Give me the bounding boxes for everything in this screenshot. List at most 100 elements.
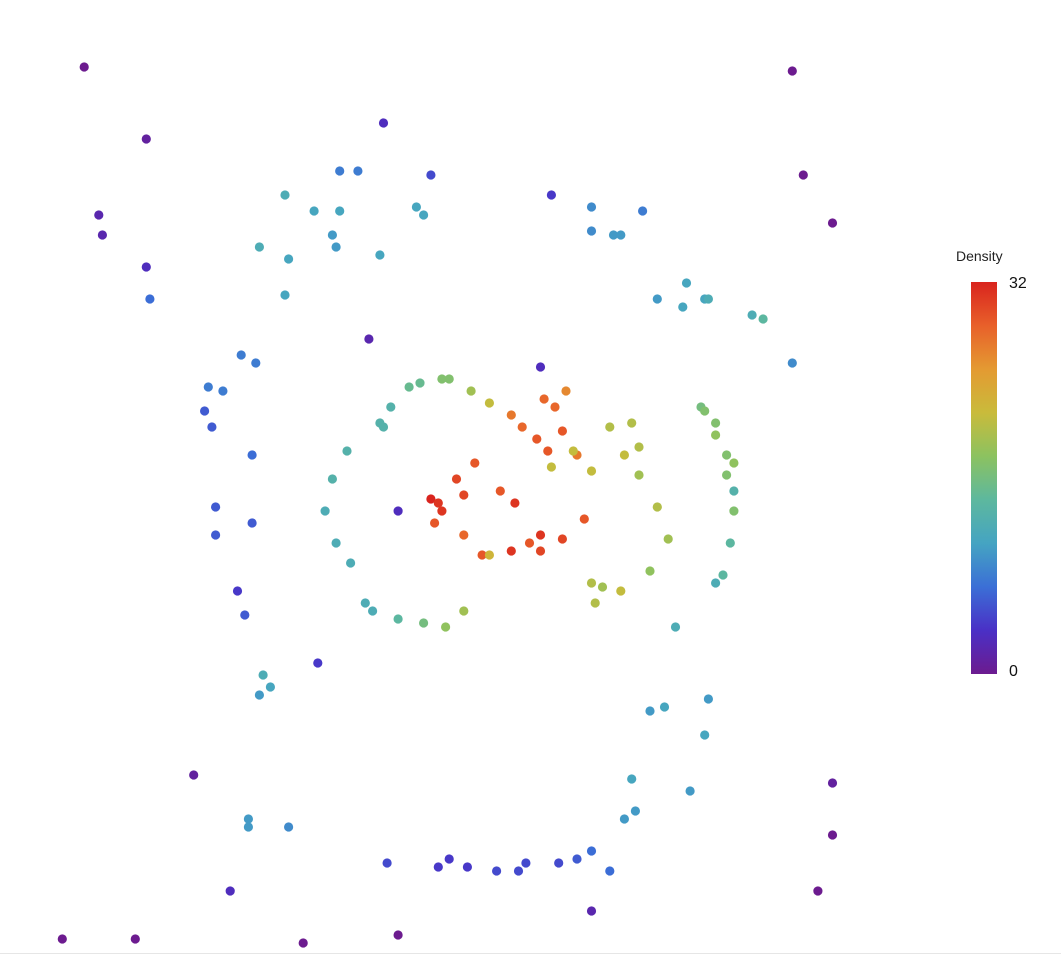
- scatter-point: [524, 538, 535, 548]
- scatter-point: [492, 866, 502, 876]
- scatter-point: [459, 490, 469, 500]
- scatter-point: [663, 534, 673, 544]
- scatter-point: [703, 294, 714, 304]
- scatter-point: [211, 530, 221, 540]
- scatter-point: [729, 506, 739, 516]
- scatter-point: [327, 230, 337, 240]
- scatter-point: [382, 858, 392, 868]
- scatter-point: [368, 606, 378, 616]
- scatter-point: [627, 418, 637, 428]
- scatter-point: [444, 374, 454, 384]
- scatter-point: [378, 422, 389, 432]
- colorbar-max-label: 32: [1009, 275, 1027, 292]
- scatter-point: [265, 682, 275, 692]
- colorbar-gradient: [971, 282, 997, 674]
- scatter-point: [535, 530, 546, 540]
- scatter-point: [320, 506, 330, 516]
- scatter-point: [335, 206, 345, 216]
- scatter-point: [313, 658, 323, 668]
- scatter-point: [729, 486, 739, 496]
- scatter-point: [619, 814, 630, 824]
- scatter-point: [510, 498, 520, 508]
- scatter-point: [335, 166, 345, 176]
- scatter-point: [711, 430, 721, 440]
- scatter-point: [798, 170, 808, 180]
- scatter-point: [532, 434, 542, 444]
- scatter-point: [243, 822, 253, 832]
- scatter-point: [616, 586, 626, 596]
- scatter-point: [130, 934, 140, 944]
- scatter-point: [251, 358, 261, 368]
- scatter-point: [652, 294, 662, 304]
- colorbar-min-label: 0: [1009, 663, 1018, 680]
- scatter-point: [240, 610, 250, 620]
- scatter-point: [207, 422, 217, 432]
- scatter-point: [700, 406, 710, 416]
- scatter-point: [670, 622, 681, 632]
- scatter-point: [586, 466, 597, 476]
- scatter-point: [506, 410, 516, 420]
- scatter-point: [590, 598, 600, 608]
- scatter-point: [466, 386, 476, 396]
- scatter-point: [433, 862, 443, 872]
- scatter-point: [681, 278, 692, 288]
- bottom-divider: [0, 953, 1061, 954]
- scatter-point: [678, 302, 688, 312]
- scatter-point: [247, 450, 257, 460]
- scatter-point: [517, 422, 527, 432]
- scatter-point: [568, 446, 578, 456]
- scatter-point: [430, 518, 440, 528]
- scatter-point: [579, 514, 589, 524]
- scatter-point: [557, 534, 568, 544]
- scatter-point: [630, 806, 641, 816]
- scatter-point: [393, 614, 403, 624]
- scatter-point: [415, 378, 425, 388]
- scatter-point: [484, 550, 494, 560]
- scatter-point: [141, 262, 151, 272]
- scatter-point: [254, 690, 264, 700]
- scatter-point: [433, 498, 443, 508]
- scatter-point: [619, 450, 630, 460]
- scatter-point: [652, 502, 662, 512]
- scatter-point: [557, 426, 568, 436]
- scatter-point: [711, 418, 721, 428]
- scatter-point: [711, 578, 721, 588]
- scatter-point: [787, 358, 797, 368]
- scatter-point: [331, 242, 341, 252]
- scatter-points: [57, 62, 838, 948]
- scatter-point: [827, 778, 838, 788]
- scatter-point: [236, 350, 246, 360]
- scatter-point: [543, 446, 553, 456]
- scatter-point: [535, 546, 546, 556]
- scatter-point: [200, 406, 210, 416]
- scatter-point: [597, 582, 608, 592]
- scatter-point: [145, 294, 155, 304]
- scatter-point: [189, 770, 199, 780]
- scatter-point: [586, 226, 597, 236]
- scatter-point: [827, 830, 838, 840]
- scatter-point: [758, 314, 768, 324]
- scatter-point: [375, 250, 385, 260]
- scatter-point: [441, 622, 451, 632]
- scatter-point: [645, 566, 655, 576]
- scatter-point: [280, 190, 290, 200]
- scatter-point: [546, 462, 557, 472]
- scatter-point: [484, 398, 494, 408]
- scatter-point: [586, 846, 597, 856]
- scatter-point: [586, 578, 597, 588]
- scatter-point: [645, 706, 655, 716]
- scatter-point: [378, 118, 389, 128]
- scatter-point: [561, 386, 571, 396]
- scatter-point: [685, 786, 695, 796]
- scatter-point: [586, 202, 597, 212]
- scatter-point: [827, 218, 838, 228]
- scatter-point: [722, 450, 732, 460]
- scatter-point: [426, 494, 436, 504]
- scatter-point: [813, 886, 823, 896]
- scatter-point: [535, 362, 546, 372]
- scatter-point: [258, 670, 268, 680]
- scatter-point: [718, 570, 728, 580]
- scatter-point: [342, 446, 352, 456]
- scatter-point: [364, 334, 374, 344]
